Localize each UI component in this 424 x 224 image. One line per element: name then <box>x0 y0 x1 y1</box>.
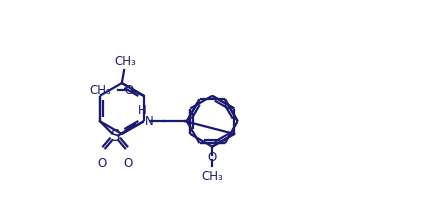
Text: N: N <box>145 115 153 128</box>
Text: H: H <box>138 103 147 116</box>
Text: CH₃: CH₃ <box>201 170 223 183</box>
Text: O: O <box>98 157 107 170</box>
Text: O: O <box>124 157 133 170</box>
Text: CH₃: CH₃ <box>90 84 112 97</box>
Text: S: S <box>111 129 120 144</box>
Text: CH₃: CH₃ <box>114 56 136 69</box>
Text: O: O <box>208 151 217 164</box>
Text: O: O <box>125 84 134 97</box>
